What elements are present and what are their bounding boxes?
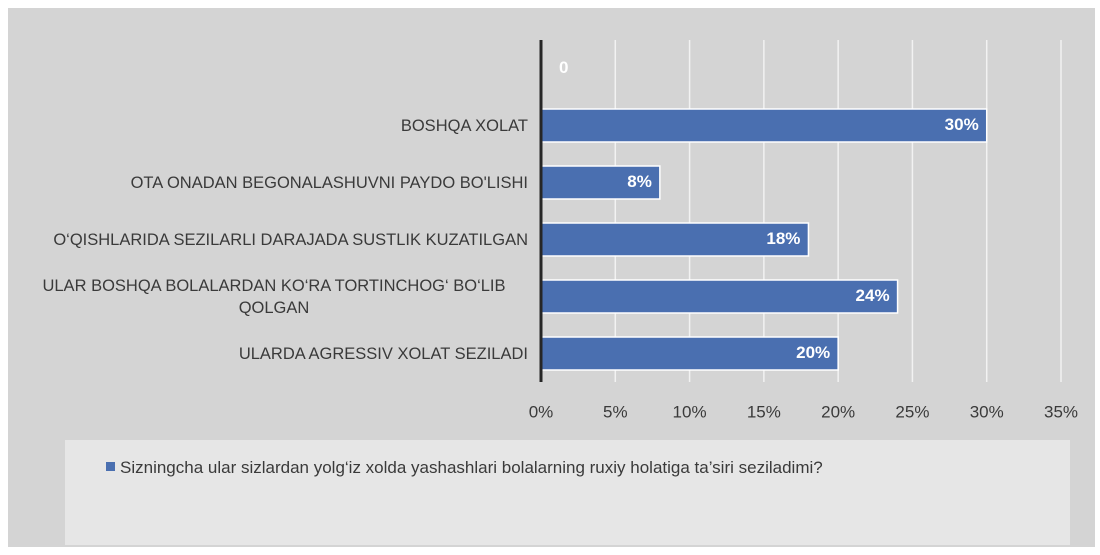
- category-label-box: O‘QISHLARIDA SEZILARLI DARAJADA SUSTLIK …: [20, 229, 528, 251]
- legend-key: [106, 462, 115, 471]
- data-label: 30%: [945, 115, 979, 134]
- y-tick-label: O‘QISHLARIDA SEZILARLI DARAJADA SUSTLIK …: [53, 230, 528, 249]
- y-tick-label: ULARDA AGRESSIV XOLAT SEZILADI: [238, 344, 528, 363]
- category-label-box: ULAR BOSHQA BOLALARDAN KO‘RA TORTINCHOG‘…: [20, 275, 528, 319]
- category-label-box: OTA ONADAN BEGONALASHUVNI PAYDO BO'LISHI: [20, 172, 528, 194]
- category-label-box: BOSHQA XOLAT: [20, 115, 528, 137]
- x-tick-label: 15%: [747, 402, 781, 421]
- x-tick-label: 10%: [673, 402, 707, 421]
- legend: [65, 440, 1070, 545]
- x-tick-label: 0%: [529, 402, 554, 421]
- x-tick-label: 5%: [603, 402, 628, 421]
- bar: [540, 165, 661, 200]
- y-tick-label: BOSHQA XOLAT: [400, 116, 528, 135]
- bar: [540, 279, 899, 314]
- data-label: 18%: [766, 229, 800, 248]
- bar: [540, 108, 988, 143]
- legend-label: Sizningcha ular sizlardan yolg‘iz xolda …: [120, 458, 823, 477]
- x-tick-label: 30%: [970, 402, 1004, 421]
- data-label: 0: [559, 58, 568, 77]
- y-tick-label: OTA ONADAN BEGONALASHUVNI PAYDO BO'LISHI: [130, 173, 528, 192]
- data-label: 8%: [627, 172, 652, 191]
- x-tick-label: 20%: [821, 402, 855, 421]
- bar: [540, 336, 839, 371]
- data-label: 20%: [796, 343, 830, 362]
- x-tick-label: 35%: [1044, 402, 1078, 421]
- x-tick-label: 25%: [895, 402, 929, 421]
- y-tick-label: ULAR BOSHQA BOLALARDAN KO‘RA TORTINCHOG‘…: [42, 276, 506, 317]
- data-label: 24%: [856, 286, 890, 305]
- category-label-box: ULARDA AGRESSIV XOLAT SEZILADI: [20, 343, 528, 365]
